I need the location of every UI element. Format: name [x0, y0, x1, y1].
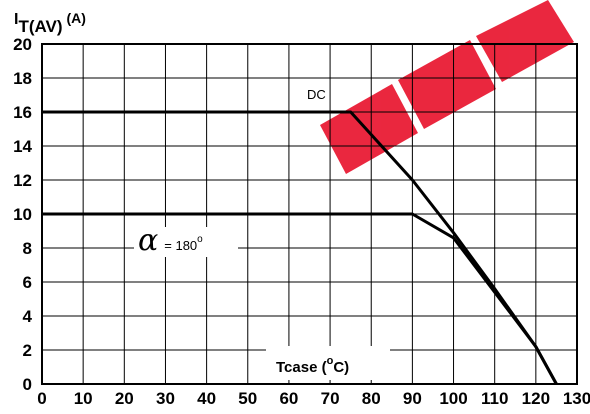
x-tick-label-120: 120 — [522, 389, 550, 408]
y-tick-label-12: 12 — [13, 171, 32, 190]
dc-annotation: DC — [307, 87, 326, 102]
y-tick-label-14: 14 — [13, 137, 32, 156]
y-tick-label-4: 4 — [23, 307, 33, 326]
x-tick-label-80: 80 — [362, 389, 381, 408]
y-tick-label-10: 10 — [13, 205, 32, 224]
y-tick-label-18: 18 — [13, 69, 32, 88]
alpha-degree: o — [197, 234, 203, 245]
x-axis-label-rest: C) — [333, 359, 349, 376]
y-tick-label-8: 8 — [23, 239, 32, 258]
watermark-block-p — [476, 0, 574, 82]
x-axis-label: Tcase (oC) — [276, 355, 349, 376]
x-tick-label-10: 10 — [74, 389, 93, 408]
y-tick-label-16: 16 — [13, 103, 32, 122]
x-tick-label-20: 20 — [115, 389, 134, 408]
x-tick-label-50: 50 — [238, 389, 257, 408]
x-axis-label-main: Tcase ( — [276, 359, 327, 376]
y-tick-label-6: 6 — [23, 273, 32, 292]
x-tick-label-40: 40 — [197, 389, 216, 408]
y-tick-label-20: 20 — [13, 35, 32, 54]
alpha-symbol: α — [138, 223, 158, 258]
x-tick-label-110: 110 — [481, 389, 508, 408]
x-tick-label-0: 0 — [37, 389, 46, 408]
x-tick-label-30: 30 — [156, 389, 175, 408]
x-tick-label-70: 70 — [321, 389, 340, 408]
watermark-block-e1 — [320, 84, 418, 174]
y-tick-label-0: 0 — [23, 375, 32, 394]
x-tick-label-100: 100 — [439, 389, 467, 408]
alpha-value: = 180 — [164, 238, 197, 253]
y-axis-label-sub: T(AV) — [18, 17, 62, 36]
x-tick-label-90: 90 — [403, 389, 422, 408]
x-tick-label-60: 60 — [279, 389, 298, 408]
x-tick-label-130: 130 — [563, 389, 590, 408]
y-axis-label: IT(AV) (A) — [14, 10, 86, 36]
y-axis-label-unit: (A) — [67, 10, 86, 26]
y-tick-label-2: 2 — [23, 341, 32, 360]
